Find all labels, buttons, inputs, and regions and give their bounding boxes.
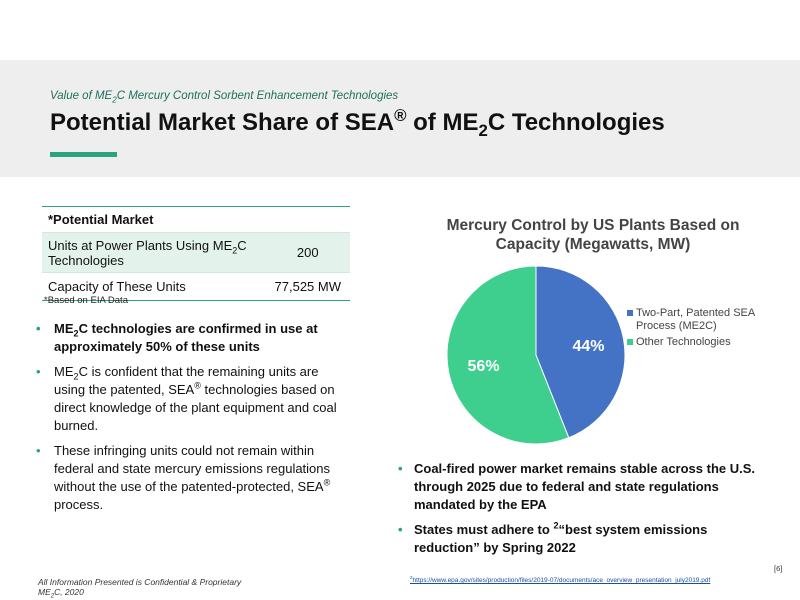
potential-market-table: *Potential Market Units at Power Plants … <box>42 206 350 301</box>
list-item: States must adhere to 2“best system emis… <box>398 521 758 557</box>
confidential-footer: All Information Presented is Confidentia… <box>38 577 242 600</box>
table-cell-value: 77,525 MW <box>268 272 350 301</box>
header-band <box>0 60 800 177</box>
legend-swatch <box>627 310 633 316</box>
right-bullet-list: Coal-fired power market remains stable a… <box>398 460 758 564</box>
legend-item: Two-Part, Patented SEA Process (ME2C) <box>627 307 777 333</box>
title-accent-bar <box>50 152 117 157</box>
table-footnote: *Based on EIA Data <box>44 295 128 306</box>
chart-legend: Two-Part, Patented SEA Process (ME2C) Oth… <box>627 307 777 352</box>
pie-data-label: 44% <box>572 338 604 355</box>
list-item: ME2C is confident that the remaining uni… <box>36 363 346 435</box>
legend-swatch <box>627 339 633 345</box>
footer-line: ME2C, 2020 <box>38 587 84 600</box>
table-row: Units at Power Plants Using ME2C Technol… <box>42 232 350 273</box>
slide-title: Potential Market Share of SEA® of ME2C T… <box>50 106 665 140</box>
left-bullet-list: ME2C technologies are confirmed in use a… <box>36 320 346 521</box>
table-cell-label: Units at Power Plants Using ME2C Technol… <box>42 232 269 273</box>
chart-title: Mercury Control by US Plants Based on Ca… <box>446 217 740 253</box>
page-number: [6] <box>774 564 783 573</box>
deck-subtitle: Value of ME2C Mercury Control Sorbent En… <box>50 90 399 105</box>
legend-label: Other Technologies <box>636 336 731 348</box>
table-row: Capacity of These Units 77,525 MW <box>42 272 350 301</box>
table-header-cell: *Potential Market <box>42 206 350 233</box>
pie-slice <box>446 265 570 445</box>
footer-line: All Information Presented is Confidentia… <box>38 577 242 587</box>
list-item: ME2C technologies are confirmed in use a… <box>36 320 346 356</box>
pie-slice <box>535 265 626 439</box>
legend-label: Two-Part, Patented SEA Process (ME2C) <box>636 307 755 332</box>
table-header-row: *Potential Market <box>42 206 350 233</box>
list-item: These infringing units could not remain … <box>36 442 346 514</box>
pie-chart: 44% 56% <box>446 265 626 445</box>
source-footnote-link[interactable]: 2https://www.epa.gov/sites/production/fi… <box>410 574 711 584</box>
legend-item: Other Technologies <box>627 336 777 349</box>
list-item: Coal-fired power market remains stable a… <box>398 460 758 514</box>
table-cell-value: 200 <box>268 232 350 273</box>
table-cell-label: Capacity of These Units <box>42 272 269 301</box>
pie-data-label: 56% <box>468 358 500 375</box>
